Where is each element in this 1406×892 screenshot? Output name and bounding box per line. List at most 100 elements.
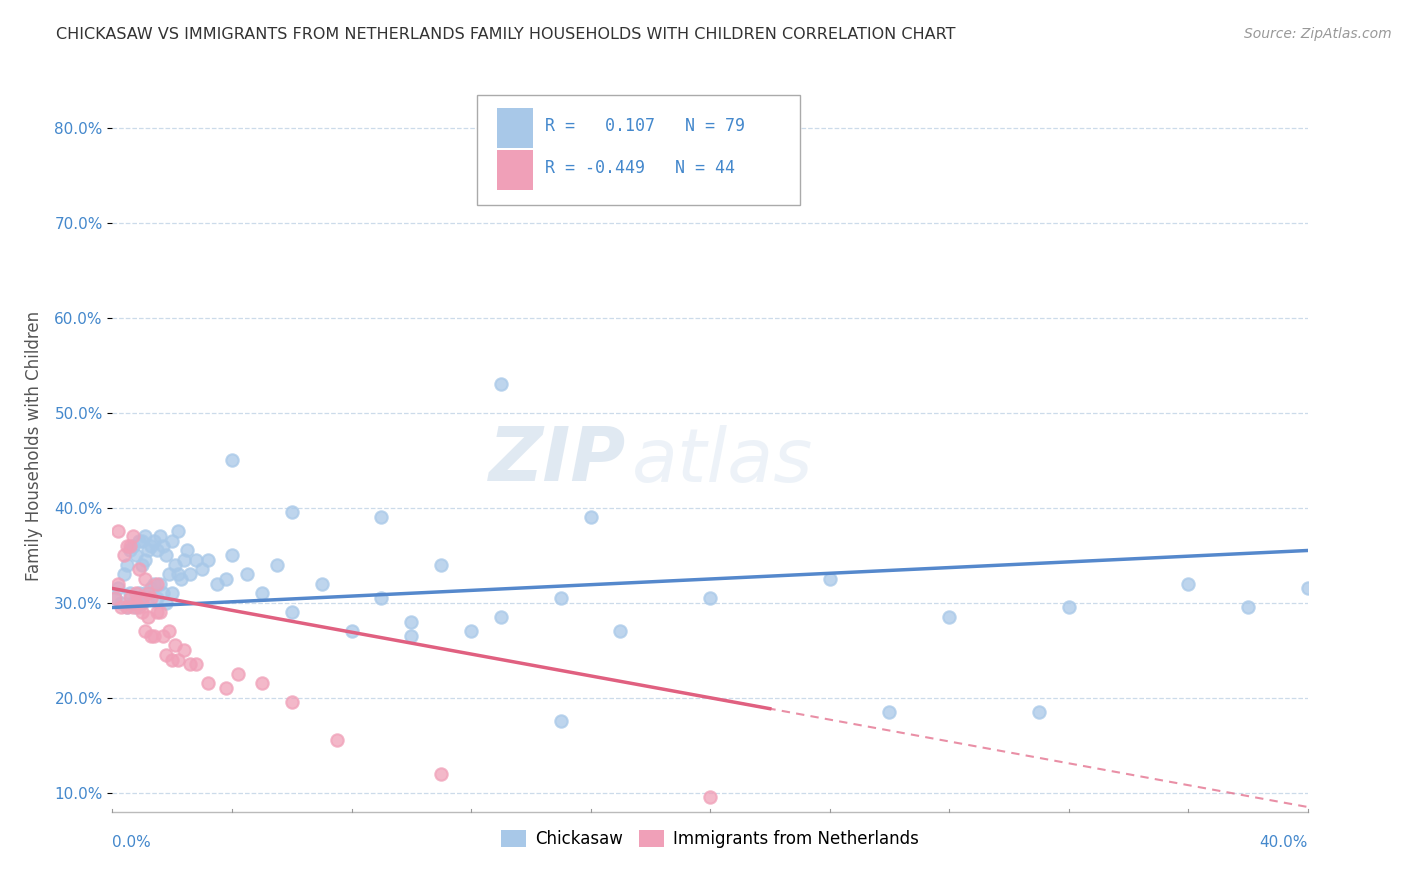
Text: Source: ZipAtlas.com: Source: ZipAtlas.com xyxy=(1244,27,1392,41)
Point xyxy=(1296,582,1319,596)
Point xyxy=(179,567,201,582)
Point xyxy=(155,548,177,562)
Point xyxy=(149,576,172,591)
Point xyxy=(215,572,238,586)
Point xyxy=(938,610,960,624)
Point xyxy=(266,558,288,572)
Point xyxy=(134,553,156,567)
Point xyxy=(117,539,139,553)
Point xyxy=(143,576,166,591)
Point xyxy=(141,629,163,643)
Point xyxy=(340,624,363,639)
Point xyxy=(226,667,249,681)
Point xyxy=(1057,600,1080,615)
Point xyxy=(155,596,177,610)
Point xyxy=(114,567,135,582)
Point xyxy=(818,572,841,586)
Point xyxy=(311,576,333,591)
Point xyxy=(138,591,160,605)
Point xyxy=(609,624,631,639)
FancyBboxPatch shape xyxy=(477,95,800,204)
Point xyxy=(141,582,163,596)
Point xyxy=(250,676,273,690)
Point xyxy=(157,624,180,639)
Text: R = -0.449   N = 44: R = -0.449 N = 44 xyxy=(546,159,735,177)
Point xyxy=(152,629,174,643)
Legend: Chickasaw, Immigrants from Netherlands: Chickasaw, Immigrants from Netherlands xyxy=(495,823,925,855)
Point xyxy=(110,596,132,610)
Point xyxy=(250,586,273,600)
Point xyxy=(128,562,150,576)
Point xyxy=(401,615,423,629)
Point xyxy=(170,572,193,586)
Text: R =   0.107   N = 79: R = 0.107 N = 79 xyxy=(546,118,745,136)
Point xyxy=(117,600,139,615)
Point xyxy=(550,714,572,729)
Point xyxy=(134,572,156,586)
Point xyxy=(550,591,572,605)
Point xyxy=(104,591,127,605)
Point xyxy=(173,553,195,567)
Point xyxy=(370,591,392,605)
Point xyxy=(117,558,139,572)
Point xyxy=(138,586,160,600)
Point xyxy=(165,558,187,572)
Point xyxy=(131,558,153,572)
Point xyxy=(489,610,512,624)
Point xyxy=(152,586,174,600)
Point xyxy=(489,377,512,392)
Point xyxy=(699,790,721,805)
Point xyxy=(579,510,602,524)
Point xyxy=(146,591,169,605)
Point xyxy=(281,696,304,710)
Point xyxy=(176,543,198,558)
Bar xyxy=(498,150,533,190)
Point xyxy=(236,567,259,582)
Text: atlas: atlas xyxy=(633,425,814,497)
Point xyxy=(131,591,153,605)
Point xyxy=(1177,576,1199,591)
Point xyxy=(173,643,195,657)
Point xyxy=(197,676,219,690)
Point xyxy=(125,548,148,562)
Point xyxy=(221,548,243,562)
Point xyxy=(281,506,304,520)
Point xyxy=(120,539,142,553)
Point xyxy=(430,558,453,572)
Point xyxy=(325,733,347,747)
Point xyxy=(146,605,169,619)
Point xyxy=(141,591,163,605)
Point xyxy=(138,543,160,558)
Point xyxy=(179,657,201,672)
Point xyxy=(186,657,208,672)
Point xyxy=(143,533,166,548)
Point xyxy=(1237,600,1260,615)
Point xyxy=(430,766,453,780)
Point xyxy=(104,591,127,605)
Point xyxy=(215,681,238,696)
Text: 40.0%: 40.0% xyxy=(1260,836,1308,850)
Point xyxy=(134,529,156,543)
Point xyxy=(120,591,142,605)
Point xyxy=(162,533,183,548)
Point xyxy=(125,586,148,600)
Point xyxy=(114,548,135,562)
Point xyxy=(146,543,169,558)
Point xyxy=(162,586,183,600)
Point xyxy=(120,586,142,600)
Point xyxy=(131,533,153,548)
Point xyxy=(143,629,166,643)
Point xyxy=(281,605,304,619)
Point xyxy=(167,653,190,667)
Point xyxy=(167,567,190,582)
Point xyxy=(221,453,243,467)
Point xyxy=(122,600,145,615)
Point xyxy=(131,605,153,619)
Point xyxy=(191,562,214,576)
Point xyxy=(134,586,156,600)
Point xyxy=(149,605,172,619)
Point xyxy=(131,596,153,610)
Point xyxy=(107,582,129,596)
Point xyxy=(162,653,183,667)
Point xyxy=(401,629,423,643)
